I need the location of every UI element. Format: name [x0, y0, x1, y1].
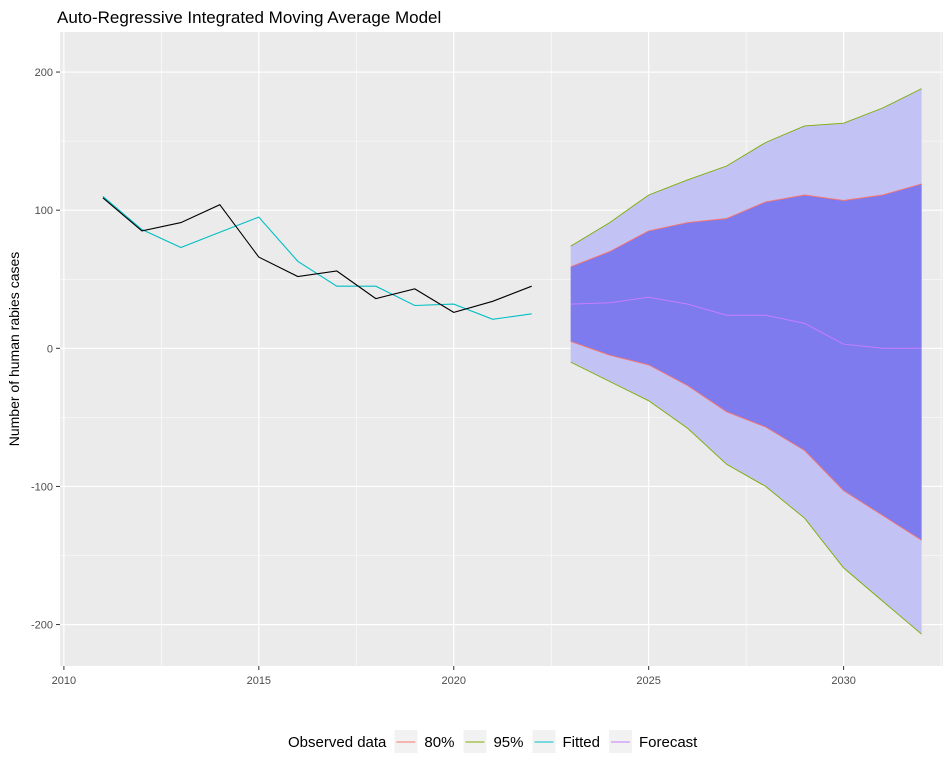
legend-label: Forecast	[639, 734, 698, 751]
legend-label: 95%	[493, 734, 523, 751]
y-tick-label: 200	[35, 67, 53, 79]
legend-label: Fitted	[562, 734, 600, 751]
x-tick-label: 2025	[636, 675, 660, 687]
x-tick-label: 2020	[442, 675, 466, 687]
y-axis-label: Number of human rabies cases	[6, 252, 22, 447]
x-tick-label: 2030	[831, 675, 855, 687]
chart-title: Auto-Regressive Integrated Moving Averag…	[57, 8, 441, 27]
legend-title: Observed data	[288, 734, 387, 751]
series-lines	[102, 195, 922, 349]
x-tick-label: 2015	[247, 675, 271, 687]
observed-line	[102, 197, 532, 313]
band-80-lower-line	[570, 340, 922, 541]
legend: Observed data 80% 95% Fitted Forecast	[288, 730, 698, 753]
x-tick-label: 2010	[52, 675, 76, 687]
y-tick-label: 0	[47, 343, 53, 355]
y-tick-label: -200	[31, 620, 53, 632]
y-tick-label: 100	[35, 205, 53, 217]
band-95-upper-line	[570, 88, 922, 247]
forecast-bands	[570, 88, 922, 635]
y-axis: -200 -100 0 100 200	[31, 67, 60, 632]
x-axis: 2010 2015 2020 2025 2030	[52, 666, 856, 687]
legend-label: 80%	[424, 734, 454, 751]
band-80-upper-line	[570, 183, 922, 268]
band-95-lower-line	[570, 361, 922, 635]
forecast-line	[570, 296, 922, 349]
band-80-area	[570, 183, 922, 541]
y-tick-label: -100	[31, 481, 53, 493]
